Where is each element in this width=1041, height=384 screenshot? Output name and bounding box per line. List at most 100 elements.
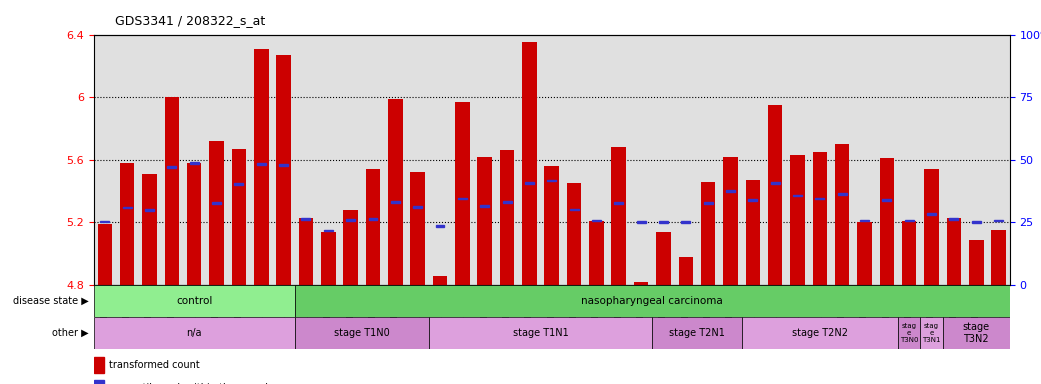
Bar	[880, 158, 894, 285]
Bar	[920, 317, 943, 349]
Bar	[455, 102, 469, 285]
Bar	[435, 225, 445, 227]
Bar	[429, 317, 653, 349]
Bar	[741, 317, 898, 349]
Bar	[94, 317, 295, 349]
Bar	[928, 214, 936, 215]
Bar	[458, 198, 466, 199]
Bar	[120, 163, 134, 285]
Bar	[924, 169, 939, 285]
Bar	[123, 207, 131, 209]
Bar	[525, 182, 534, 184]
Bar	[544, 166, 559, 285]
Bar	[905, 220, 914, 221]
Bar	[254, 49, 269, 285]
Bar	[365, 169, 380, 285]
Bar	[295, 285, 1010, 317]
Bar	[858, 222, 871, 285]
Bar	[302, 218, 310, 220]
Text: stage T1N0: stage T1N0	[334, 328, 389, 338]
Bar	[187, 163, 202, 285]
Bar	[145, 209, 154, 211]
Bar	[704, 202, 713, 204]
Bar	[835, 144, 849, 285]
Bar	[681, 221, 690, 223]
Text: stage T2N1: stage T2N1	[669, 328, 725, 338]
Bar	[994, 220, 1004, 221]
Bar	[390, 201, 400, 202]
Text: stage
T3N2: stage T3N2	[963, 322, 990, 344]
Bar	[212, 202, 221, 204]
Bar	[232, 149, 246, 285]
Bar	[164, 97, 179, 285]
Bar	[770, 182, 780, 184]
Text: stage T2N2: stage T2N2	[792, 328, 847, 338]
Text: other ▶: other ▶	[52, 328, 88, 338]
Bar	[276, 55, 290, 285]
Bar	[614, 202, 624, 204]
Bar	[168, 166, 176, 168]
Bar	[701, 182, 715, 285]
Bar	[969, 240, 984, 285]
Bar	[972, 221, 981, 223]
Text: GDS3341 / 208322_s_at: GDS3341 / 208322_s_at	[115, 14, 264, 27]
Text: transformed count: transformed count	[109, 361, 200, 371]
Bar	[410, 172, 425, 285]
Text: stage T1N1: stage T1N1	[512, 328, 568, 338]
Bar	[745, 180, 760, 285]
Text: n/a: n/a	[186, 328, 202, 338]
Bar	[98, 224, 112, 285]
Bar	[860, 220, 869, 221]
Bar	[815, 198, 824, 199]
Bar	[433, 276, 448, 285]
Bar	[234, 183, 244, 185]
Bar	[189, 162, 199, 164]
Bar	[653, 317, 741, 349]
Bar	[100, 221, 109, 222]
Bar	[592, 220, 601, 221]
Bar	[768, 105, 783, 285]
Bar	[946, 218, 961, 285]
Bar	[790, 155, 805, 285]
Bar	[949, 218, 959, 220]
Bar	[279, 164, 288, 166]
Bar	[347, 219, 355, 221]
Bar	[883, 199, 891, 201]
Bar	[634, 282, 649, 285]
Bar	[569, 209, 579, 210]
Bar	[991, 230, 1006, 285]
Bar	[726, 190, 735, 192]
Bar	[369, 218, 378, 220]
Bar	[902, 221, 916, 285]
Bar	[257, 163, 265, 165]
Bar	[500, 151, 514, 285]
Bar	[321, 232, 335, 285]
Bar	[94, 285, 295, 317]
Bar	[548, 180, 556, 181]
Text: stag
e
T3N1: stag e T3N1	[922, 323, 941, 343]
Bar	[143, 174, 157, 285]
Bar	[94, 357, 104, 373]
Bar	[793, 195, 802, 196]
Bar	[748, 199, 757, 201]
Bar	[611, 147, 626, 285]
Bar	[838, 193, 846, 195]
Bar	[503, 201, 511, 202]
Bar	[94, 380, 104, 384]
Bar	[637, 221, 645, 223]
Bar	[209, 141, 224, 285]
Bar	[723, 157, 738, 285]
Bar	[659, 221, 668, 223]
Bar	[478, 157, 492, 285]
Bar	[299, 218, 313, 285]
Text: nasopharyngeal carcinoma: nasopharyngeal carcinoma	[582, 296, 723, 306]
Text: control: control	[176, 296, 212, 306]
Bar	[324, 230, 333, 231]
Bar	[679, 257, 693, 285]
Bar	[943, 317, 1010, 349]
Bar	[589, 221, 604, 285]
Bar	[523, 42, 537, 285]
Bar	[656, 232, 670, 285]
Text: stag
e
T3N0: stag e T3N0	[900, 323, 918, 343]
Bar	[898, 317, 920, 349]
